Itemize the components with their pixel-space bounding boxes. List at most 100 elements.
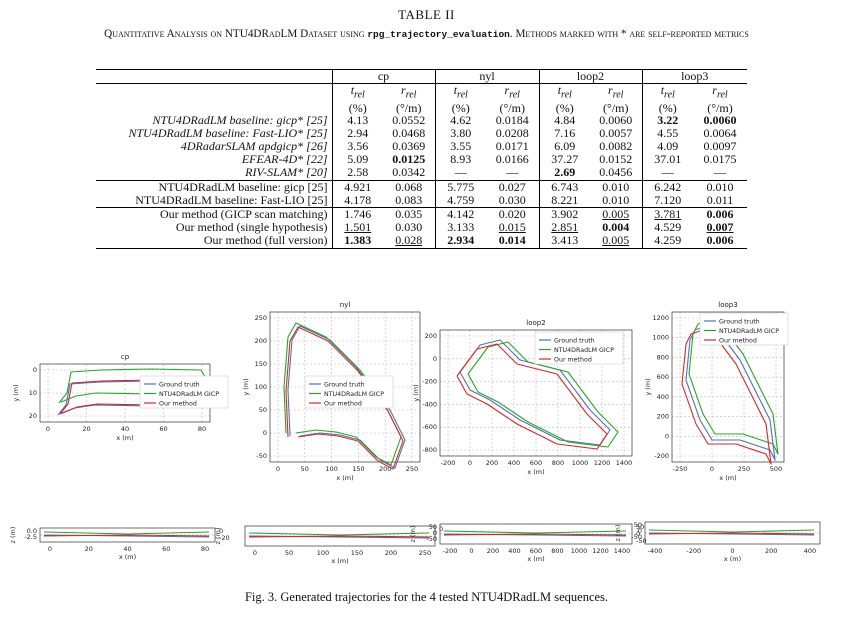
metric-cell: 5.775 [434, 179, 486, 194]
x-tick-label: 0 [710, 465, 714, 473]
z-x-axis-label: x (m) [527, 555, 544, 563]
metric-cell: 4.259 [641, 234, 693, 249]
metric-cell: 3.55 [434, 139, 486, 154]
z-trajectory-ours [248, 535, 430, 538]
trajectory-gt [459, 339, 611, 446]
metric-cell: 3.133 [434, 221, 486, 235]
y-tick-label: -200 [422, 378, 437, 386]
z-x-tick-label: -400 [648, 547, 663, 555]
z-x-axis-label: x (m) [331, 557, 348, 565]
z-x-tick-label: 200 [385, 549, 397, 557]
metric-cell: 4.529 [641, 221, 693, 235]
y-tick-label: 150 [255, 360, 267, 368]
plot-frame [439, 329, 633, 457]
z-x-tick-label: 80 [201, 545, 209, 553]
metric-cell: 4.759 [434, 193, 486, 208]
table-row: NTU4DRadLM baseline: Fast-LIO* [25] 2.94 0… [96, 125, 747, 140]
metric-cell: 0.015 [498, 220, 526, 235]
metric-cell: 0.028 [383, 234, 435, 249]
trajectory-ours [285, 326, 404, 470]
z-trajectory-ours [648, 532, 815, 535]
metric-cell: 0.005 [590, 207, 642, 222]
y-tick-label: 250 [255, 314, 267, 322]
z-x-tick-label: 20 [85, 545, 93, 553]
z-x-tick-label: 600 [530, 547, 542, 555]
metric-r: rrel (°/m) [693, 83, 747, 114]
z-x-tick-label: 200 [765, 547, 777, 555]
method-name: Our method (GICP scan matching) [96, 207, 332, 222]
metric-cell: 0.011 [706, 192, 734, 207]
legend-label: Our method [159, 400, 197, 407]
metric-cell: 3.413 [538, 234, 590, 249]
x-tick-label: 1000 [572, 459, 589, 467]
z-tick-label: -2.5 [24, 533, 37, 541]
y-tick-label: -400 [422, 400, 437, 408]
method-name: NTU4DRadLM baseline: gicp* [25] [152, 112, 328, 127]
metric-cell: 4.55 [641, 126, 693, 140]
z-tick-label: -50 [631, 533, 642, 541]
plot-title-cp: cp [121, 353, 130, 361]
x-tick-label: 1400 [616, 459, 633, 467]
x-tick-label: 150 [352, 465, 364, 473]
z-x-tick-label: 100 [317, 549, 329, 557]
group-cp: cp [331, 68, 435, 84]
y-tick-label: -600 [422, 423, 437, 431]
z-x-tick-label: 400 [508, 547, 520, 555]
method-name: Our method (full version) [96, 234, 332, 249]
metric-cell: 0.014 [486, 234, 539, 249]
y-tick-label: 800 [657, 353, 669, 361]
z-axis-label: z (m) [214, 528, 222, 545]
plot-title-loop2: loop2 [526, 319, 545, 327]
metric-cell: 0.0125 [392, 152, 426, 167]
z-plot-frame [39, 527, 216, 543]
metric-cell: 3.781 [641, 207, 693, 222]
metric-cell: 2.851 [538, 221, 590, 235]
metric-cell: 1.383 [331, 234, 383, 249]
y-tick-label: 400 [657, 393, 669, 401]
y-axis-label: y (m) [412, 384, 420, 401]
metric-cell: 0.010 [693, 179, 747, 194]
x-tick-label: 20 [82, 425, 90, 433]
z-axis-label: z (m) [614, 525, 622, 542]
x-tick-label: 200 [486, 459, 498, 467]
z-x-tick-label: 0 [469, 547, 473, 555]
trajectory-gicp [467, 341, 619, 448]
y-tick-label: 200 [657, 413, 669, 421]
metric-cell: 2.69 [538, 166, 590, 181]
z-right-tick-label: 0 [439, 525, 443, 533]
y-tick-label: 50 [259, 406, 267, 414]
metric-cell: 37.27 [538, 153, 590, 167]
metric-cell: 6.743 [538, 179, 590, 194]
results-table: cp nyl loop2 loop3 trel (%) rrel (°/m) tre… [96, 68, 747, 249]
z-tick-label: 0 [638, 527, 642, 535]
table-label: TABLE II [398, 7, 455, 22]
trajectory-ours [456, 343, 608, 450]
metric-cell: 4.62 [434, 113, 486, 127]
metric-cell: 0.006 [693, 207, 747, 222]
metric-cell: 3.902 [538, 207, 590, 222]
z-axis-label: z (m) [409, 526, 417, 543]
z-x-tick-label: 150 [351, 549, 363, 557]
plot-frame [671, 311, 785, 463]
metric-cell: — [714, 165, 726, 180]
x-tick-label: -200 [441, 459, 456, 467]
metric-t: trel (%) [538, 83, 590, 114]
metric-cell: 0.0171 [495, 139, 529, 153]
z-x-tick-label: 1000 [571, 547, 588, 555]
z-trajectory-ours [443, 533, 627, 536]
table-row: EFEAR-4D* [22] 5.09 0.0125 8.93 0.0166 37.27 0… [96, 152, 747, 167]
plot-title-nyl: nyl [340, 301, 351, 309]
y-tick-label: -200 [654, 452, 669, 460]
metric-cell: 0.0057 [599, 125, 633, 140]
metric-cell: 0.0166 [495, 152, 529, 167]
legend-label: Ground truth [554, 337, 595, 344]
z-plot-frame [244, 525, 436, 547]
y-tick-label: 10 [29, 389, 37, 397]
z-x-tick-label: 200 [487, 547, 499, 555]
metric-cell: 2.58 [331, 166, 383, 181]
legend-label: Our method [324, 400, 362, 407]
metric-cell: 2.94 [331, 126, 383, 140]
metric-cell: 0.0097 [703, 139, 737, 153]
method-name: NTU4DRadLM baseline: Fast-LIO [25] [135, 192, 328, 207]
legend-label: Our method [554, 356, 592, 363]
